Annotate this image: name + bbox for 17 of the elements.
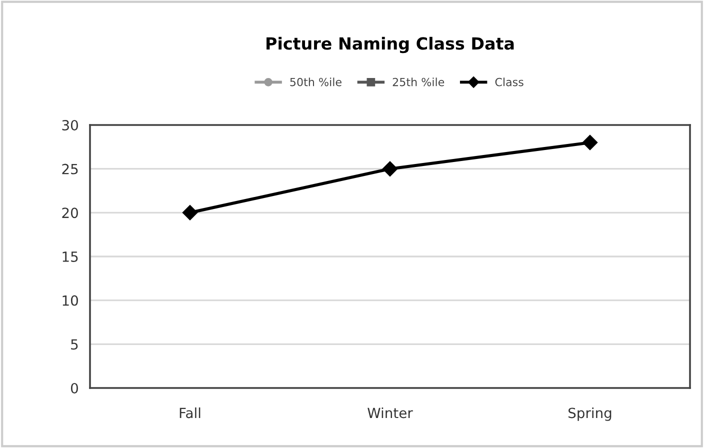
y-tick-label: 10 xyxy=(62,295,78,306)
chart-title: Picture Naming Class Data xyxy=(266,36,514,54)
legend-label: 50th %ile xyxy=(290,78,342,86)
x-tick-label: Spring xyxy=(568,407,612,421)
x-tick-label: Winter xyxy=(368,407,413,418)
point xyxy=(382,161,398,176)
legend-label: 25th %ile xyxy=(392,78,444,86)
point xyxy=(582,134,598,150)
legend-label: Class xyxy=(495,78,524,86)
y-tick-label: 20 xyxy=(62,208,78,218)
y-tick-label: 0 xyxy=(70,382,78,394)
point xyxy=(182,205,198,220)
y-tick-label: 25 xyxy=(62,164,78,174)
x-tick-label: Fall xyxy=(180,407,200,418)
y-tick-label: 30 xyxy=(62,120,78,130)
y-tick-label: 5 xyxy=(71,339,78,350)
y-tick-label: 15 xyxy=(62,252,78,262)
